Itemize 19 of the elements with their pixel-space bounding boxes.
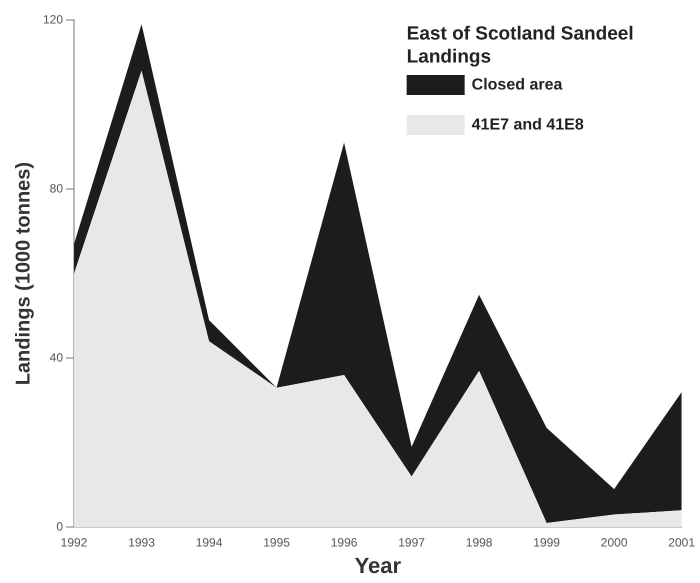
x-tick-label: 1996	[330, 536, 358, 550]
x-tick-label: 1995	[263, 536, 290, 550]
y-tick-label: 40	[50, 350, 64, 364]
y-tick-label: 80	[50, 181, 64, 196]
legend-label: Closed area	[472, 76, 562, 94]
x-tick-label: 1997	[398, 536, 426, 550]
y-axis-title: Landings (1000 tonnes)	[12, 162, 35, 386]
x-axis-title: Year	[354, 552, 402, 578]
x-tick-label: 2000	[600, 536, 628, 550]
x-tick-label: 1994	[196, 536, 223, 550]
x-tick-label: 1998	[466, 536, 493, 550]
x-tick-label: 2001	[668, 536, 696, 550]
x-tick-label: 1999	[533, 536, 560, 550]
x-tick-label: 1992	[60, 536, 88, 550]
x-tick-label: 1993	[128, 536, 156, 550]
legend-label: 41E7 and 41E8	[472, 116, 584, 134]
y-tick-label: 120	[42, 12, 64, 26]
legend-title: East of Scotland Sandeel Landings	[406, 24, 634, 68]
y-tick-label: 0	[56, 520, 64, 534]
